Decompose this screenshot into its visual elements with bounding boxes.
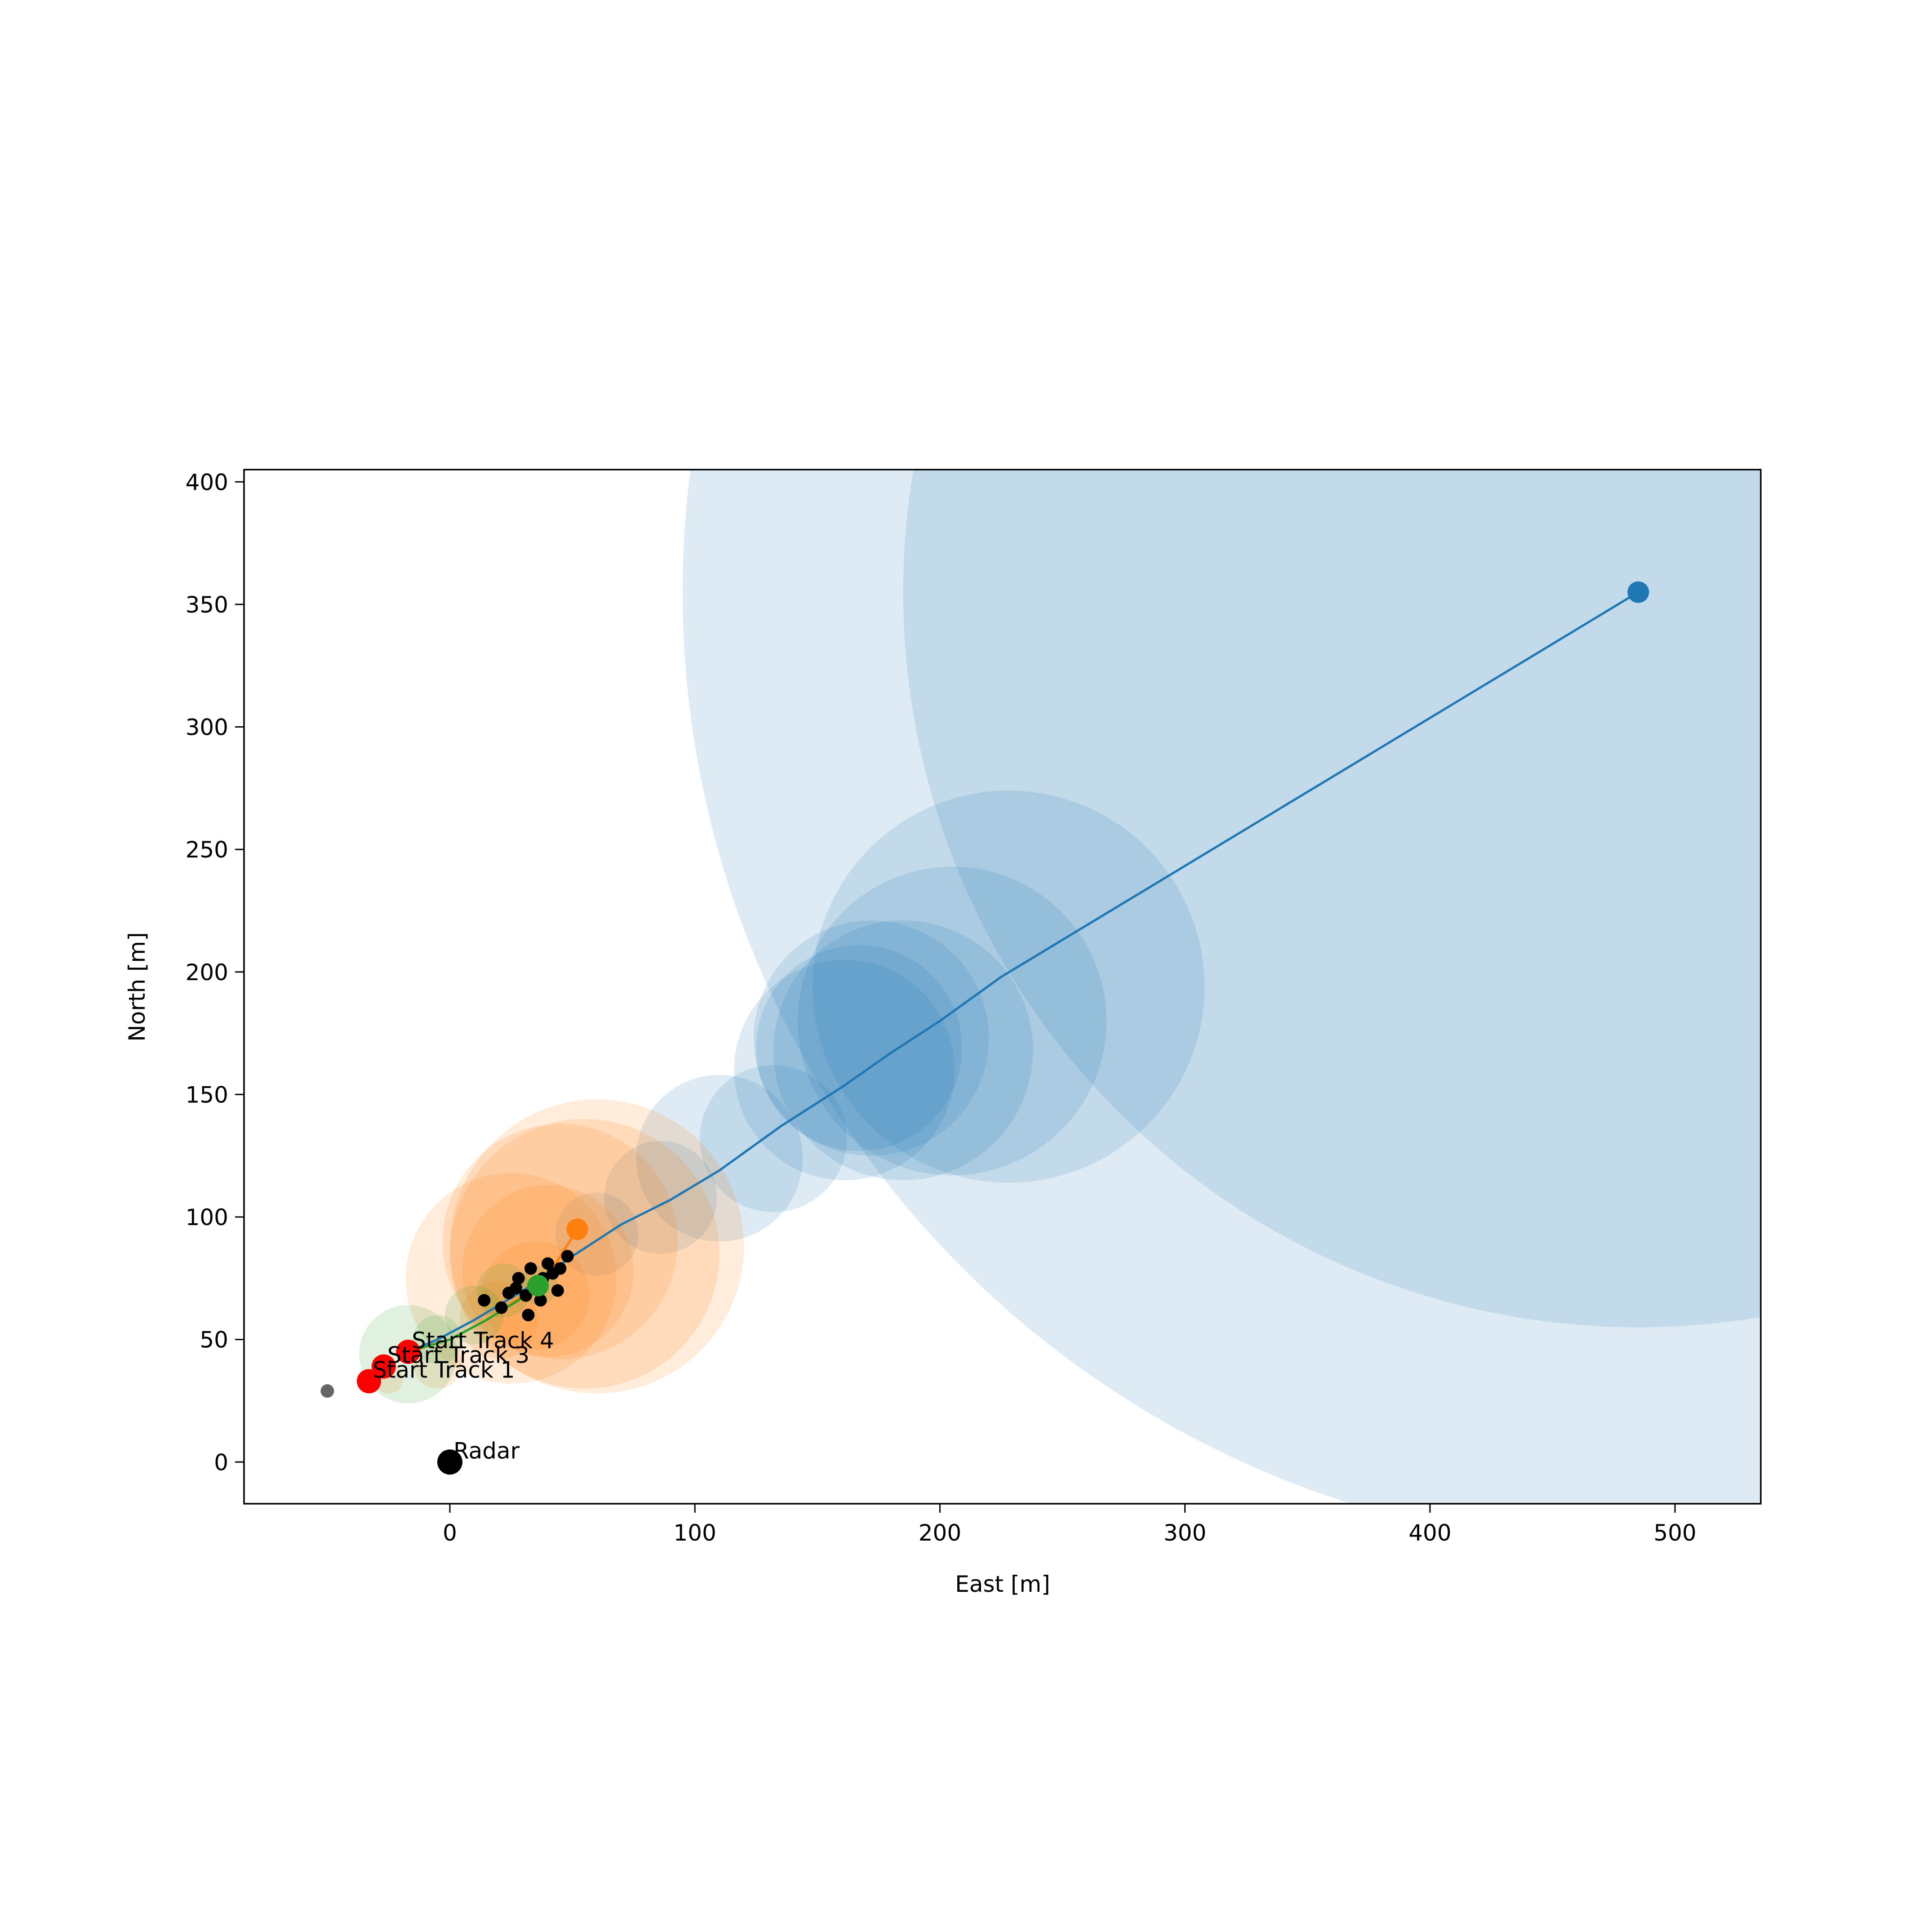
y-tick-label: 400 [186, 469, 228, 495]
uncertainty-circle-series-1-10 [812, 791, 1205, 1183]
uncertainty-circle-series-2-8 [413, 1339, 462, 1389]
uncertainty-circle-series-1-2 [604, 1141, 717, 1254]
detection-point-2 [495, 1301, 508, 1314]
uncertainty-circle-series-1-4 [700, 1065, 847, 1212]
axes-frame [243, 469, 1762, 1505]
detection-point-5 [520, 1289, 533, 1302]
radar-marker [437, 1449, 462, 1475]
x-tick-label: 400 [1408, 1520, 1451, 1546]
uncertainty-circle-series-1-6 [756, 945, 962, 1151]
uncertainty-circle-series-1-8 [773, 920, 1033, 1181]
y-tick-label: 0 [214, 1449, 228, 1475]
uncertainty-circle-series-1-5 [734, 959, 955, 1181]
track-end-marker-series-1 [1627, 581, 1649, 603]
y-tick-label: 150 [186, 1082, 228, 1108]
uncertainty-circle-series-1-7 [754, 920, 989, 1156]
y-tick-label: 350 [186, 592, 228, 618]
detection-point-14 [561, 1250, 574, 1263]
axis-ticks: 0 100 200 300 400 500 0 50 100 150 200 250 300 350 400 [186, 469, 1697, 1546]
detection-point-15 [522, 1309, 535, 1322]
detection-point-16 [512, 1272, 525, 1285]
uncertainty-circle-series-1-11 [903, 470, 1761, 1327]
detection-point-4 [510, 1282, 523, 1295]
detection-point-6 [524, 1262, 537, 1275]
uncertainty-circle-series-2-4 [405, 1173, 617, 1384]
track-end-marker-series-2 [566, 1218, 588, 1240]
detection-point-8 [534, 1294, 547, 1307]
track-end-marker-series-3 [527, 1275, 549, 1297]
start-point-1 [357, 1369, 382, 1394]
plot-area [320, 470, 1761, 1504]
uncertainty-circle-series-1-3 [636, 1075, 803, 1242]
uncertainty-circle-series-2-2 [449, 1119, 720, 1389]
x-tick-label: 100 [674, 1520, 716, 1546]
y-tick-label: 250 [186, 837, 228, 863]
x-tick-label: 300 [1164, 1520, 1206, 1546]
detection-point-13 [554, 1262, 567, 1275]
y-tick-label: 300 [186, 715, 228, 741]
detection-point-10 [542, 1257, 555, 1270]
annotation-3: Start Track 3 [387, 1342, 530, 1368]
y-axis-label: North [m] [124, 932, 150, 1041]
y-tick-label: 200 [186, 959, 228, 986]
uncertainty-circle-series-2-1 [449, 1099, 744, 1394]
uncertainty-circle-series-1-9 [798, 866, 1107, 1176]
annotation-4: Start Track 4 [412, 1328, 554, 1354]
x-tick-label: 500 [1653, 1520, 1696, 1546]
annotation-2: Start Track 1 [373, 1357, 515, 1383]
track-line-series-1 [408, 591, 1639, 1353]
y-tick-label: 50 [200, 1327, 228, 1353]
start-point-2 [371, 1354, 396, 1379]
y-tick-label: 100 [186, 1204, 228, 1230]
detection-point-1 [478, 1294, 491, 1307]
start-point-3 [396, 1339, 421, 1364]
x-tick-label: 200 [919, 1520, 961, 1546]
x-tick-label: 0 [443, 1520, 457, 1546]
uncertainty-circle-series-1-12 [683, 470, 1761, 1504]
uncertainty-circle-series-2-3 [442, 1124, 678, 1359]
annotation-1: Radar [453, 1438, 520, 1464]
detection-point-12 [551, 1284, 564, 1297]
clutter-point-1 [320, 1384, 334, 1398]
x-axis-label: East [m] [955, 1571, 1050, 1597]
